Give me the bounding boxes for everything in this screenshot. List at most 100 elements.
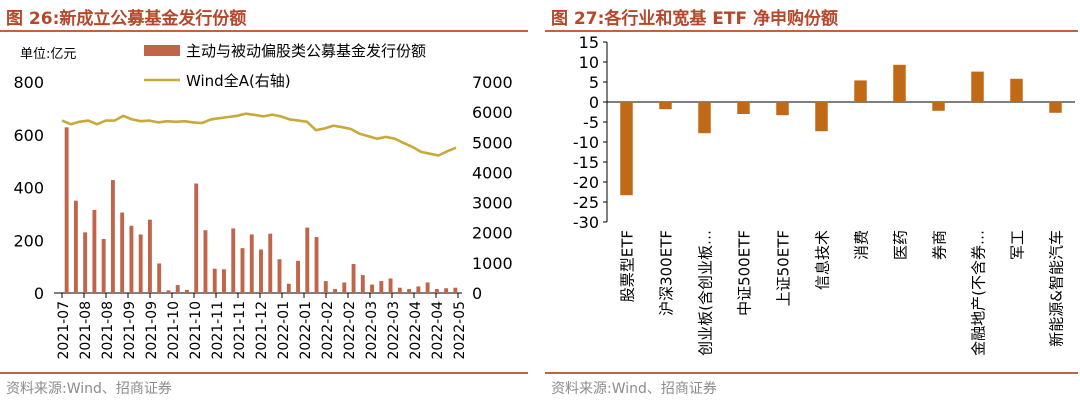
category-label: 上证50ETF — [775, 230, 793, 306]
x-tick-label: 2021-08 — [78, 301, 94, 360]
y2-tick-label: 3000 — [472, 194, 513, 213]
bar-issuance — [129, 225, 134, 293]
x-tick-label: 2022-01 — [276, 301, 292, 360]
category-label: 券商 — [931, 230, 949, 260]
bar-issuance — [212, 268, 217, 293]
unit-label: 单位:亿元 — [20, 47, 76, 62]
category-label: 股票型ETF — [619, 230, 637, 302]
bar-issuance — [305, 227, 310, 293]
y-tick-label: -15 — [573, 153, 599, 172]
bar-issuance — [444, 288, 449, 293]
bar-net-subscription — [1010, 78, 1023, 102]
x-tick-label: 2021-09 — [144, 301, 160, 360]
y2-tick-label: 6000 — [472, 103, 513, 122]
bar-net-subscription — [659, 102, 672, 110]
bar-issuance — [268, 233, 273, 293]
legend-label-issuance: 主动与被动偏股类公募基金发行份额 — [186, 42, 426, 60]
right-figure-panel: 图 27:各行业和宽基 ETF 净申购份额 -30 -25 -20 -15 -10 -5 0… — [545, 0, 1080, 403]
bar-issuance — [185, 289, 189, 293]
bar-issuance — [231, 228, 236, 293]
bar-issuance — [351, 263, 356, 293]
y-tick-label: 5 — [589, 73, 599, 92]
bar-issuance — [434, 289, 439, 293]
x-tick-label: 2021-11 — [232, 301, 248, 360]
x-tick-label: 2022-04 — [430, 301, 446, 360]
y-tick-label: -10 — [573, 133, 599, 152]
x-tick-label: 2022-03 — [364, 301, 380, 360]
bar-issuance — [92, 209, 97, 293]
y-tick-label: 15 — [579, 33, 599, 52]
bar-issuance — [333, 289, 337, 293]
y-tick-label: 0 — [589, 93, 599, 112]
y2-tick-label: 4000 — [472, 163, 513, 182]
legend-label-wind: Wind全A(右轴) — [186, 72, 291, 90]
x-tick-label: 2022-03 — [386, 301, 402, 360]
y-tick-label: 10 — [579, 53, 599, 72]
x-tick-label: 2021-10 — [166, 301, 182, 360]
bar-net-subscription — [854, 80, 867, 102]
bar-issuance — [138, 234, 143, 293]
bar-issuance — [110, 180, 115, 293]
bar-issuance — [166, 290, 171, 293]
category-label: 金融地产(不含券… — [970, 230, 988, 356]
bar-issuance — [407, 289, 412, 293]
y2-tick-label: 2000 — [472, 224, 513, 243]
bar-issuance — [277, 259, 282, 293]
x-tick-label: 2021-11 — [210, 301, 226, 360]
bar-issuance — [222, 269, 226, 293]
category-label: 军工 — [1009, 230, 1027, 260]
y2-tick-label: 0 — [472, 284, 482, 303]
category-label: 消费 — [853, 230, 871, 260]
bar-issuance — [249, 234, 254, 293]
x-tick-label: 2022-01 — [298, 301, 314, 360]
x-tick-label: 2022-02 — [342, 301, 358, 360]
bar-issuance — [64, 127, 69, 294]
bar-net-subscription — [620, 102, 633, 196]
right-figure-title: 图 27:各行业和宽基 ETF 净申购份额 — [551, 9, 839, 29]
left-bottom-rule — [0, 372, 528, 374]
bar-net-subscription — [971, 71, 984, 102]
category-label: 医药 — [892, 230, 910, 260]
bar-issuance — [157, 263, 162, 293]
bar-net-subscription — [893, 64, 906, 102]
right-source-note: 资料来源:Wind、招商证券 — [551, 381, 717, 397]
bar-issuance — [453, 287, 458, 293]
legend-swatch-issuance — [144, 45, 180, 56]
left-figure-panel: 图 26:新成立公募基金发行份额 单位:亿元 0 200 400 600 800 0 1000… — [0, 0, 530, 403]
bar-net-subscription — [815, 102, 828, 132]
bar-net-subscription — [932, 102, 945, 111]
bar-issuance — [397, 287, 402, 293]
bar-issuance — [203, 230, 208, 293]
bar-issuance — [296, 260, 300, 293]
category-label: 新能源&智能汽车 — [1048, 230, 1066, 347]
bar-net-subscription — [1049, 102, 1062, 113]
left-source-note: 资料来源:Wind、招商证券 — [6, 381, 172, 397]
x-tick-label: 2022-04 — [408, 301, 424, 360]
bar-issuance — [147, 219, 152, 293]
bar-net-subscription — [698, 102, 711, 134]
category-label: 创业板(含创业板… — [697, 230, 715, 356]
y2-tick-label: 7000 — [472, 73, 513, 92]
y-tick-label: 0 — [34, 284, 44, 303]
bar-issuance — [370, 284, 375, 293]
category-label: 中证500ETF — [736, 230, 754, 316]
left-chart-svg: 单位:亿元 0 200 400 600 800 0 1000 2000 3000 4000 5000 6… — [13, 42, 513, 360]
y-tick-label: 400 — [13, 179, 44, 198]
bar-net-subscription — [737, 102, 750, 114]
bar-issuance — [286, 283, 291, 293]
bar-issuance — [175, 285, 180, 293]
x-tick-label: 2022-05 — [452, 301, 468, 360]
x-tick-label: 2021-07 — [56, 301, 72, 360]
left-title-rule — [0, 30, 528, 32]
x-tick-label: 2021-09 — [122, 301, 138, 360]
bar-issuance — [240, 248, 245, 293]
right-title-rule — [545, 30, 1078, 32]
bar-issuance — [416, 286, 421, 293]
bar-issuance — [259, 249, 263, 293]
bar-issuance — [360, 275, 365, 293]
bar-issuance — [379, 281, 384, 293]
y2-tick-label: 5000 — [472, 133, 513, 152]
x-tick-label: 2021-10 — [188, 301, 204, 360]
category-label: 信息技术 — [814, 230, 832, 290]
